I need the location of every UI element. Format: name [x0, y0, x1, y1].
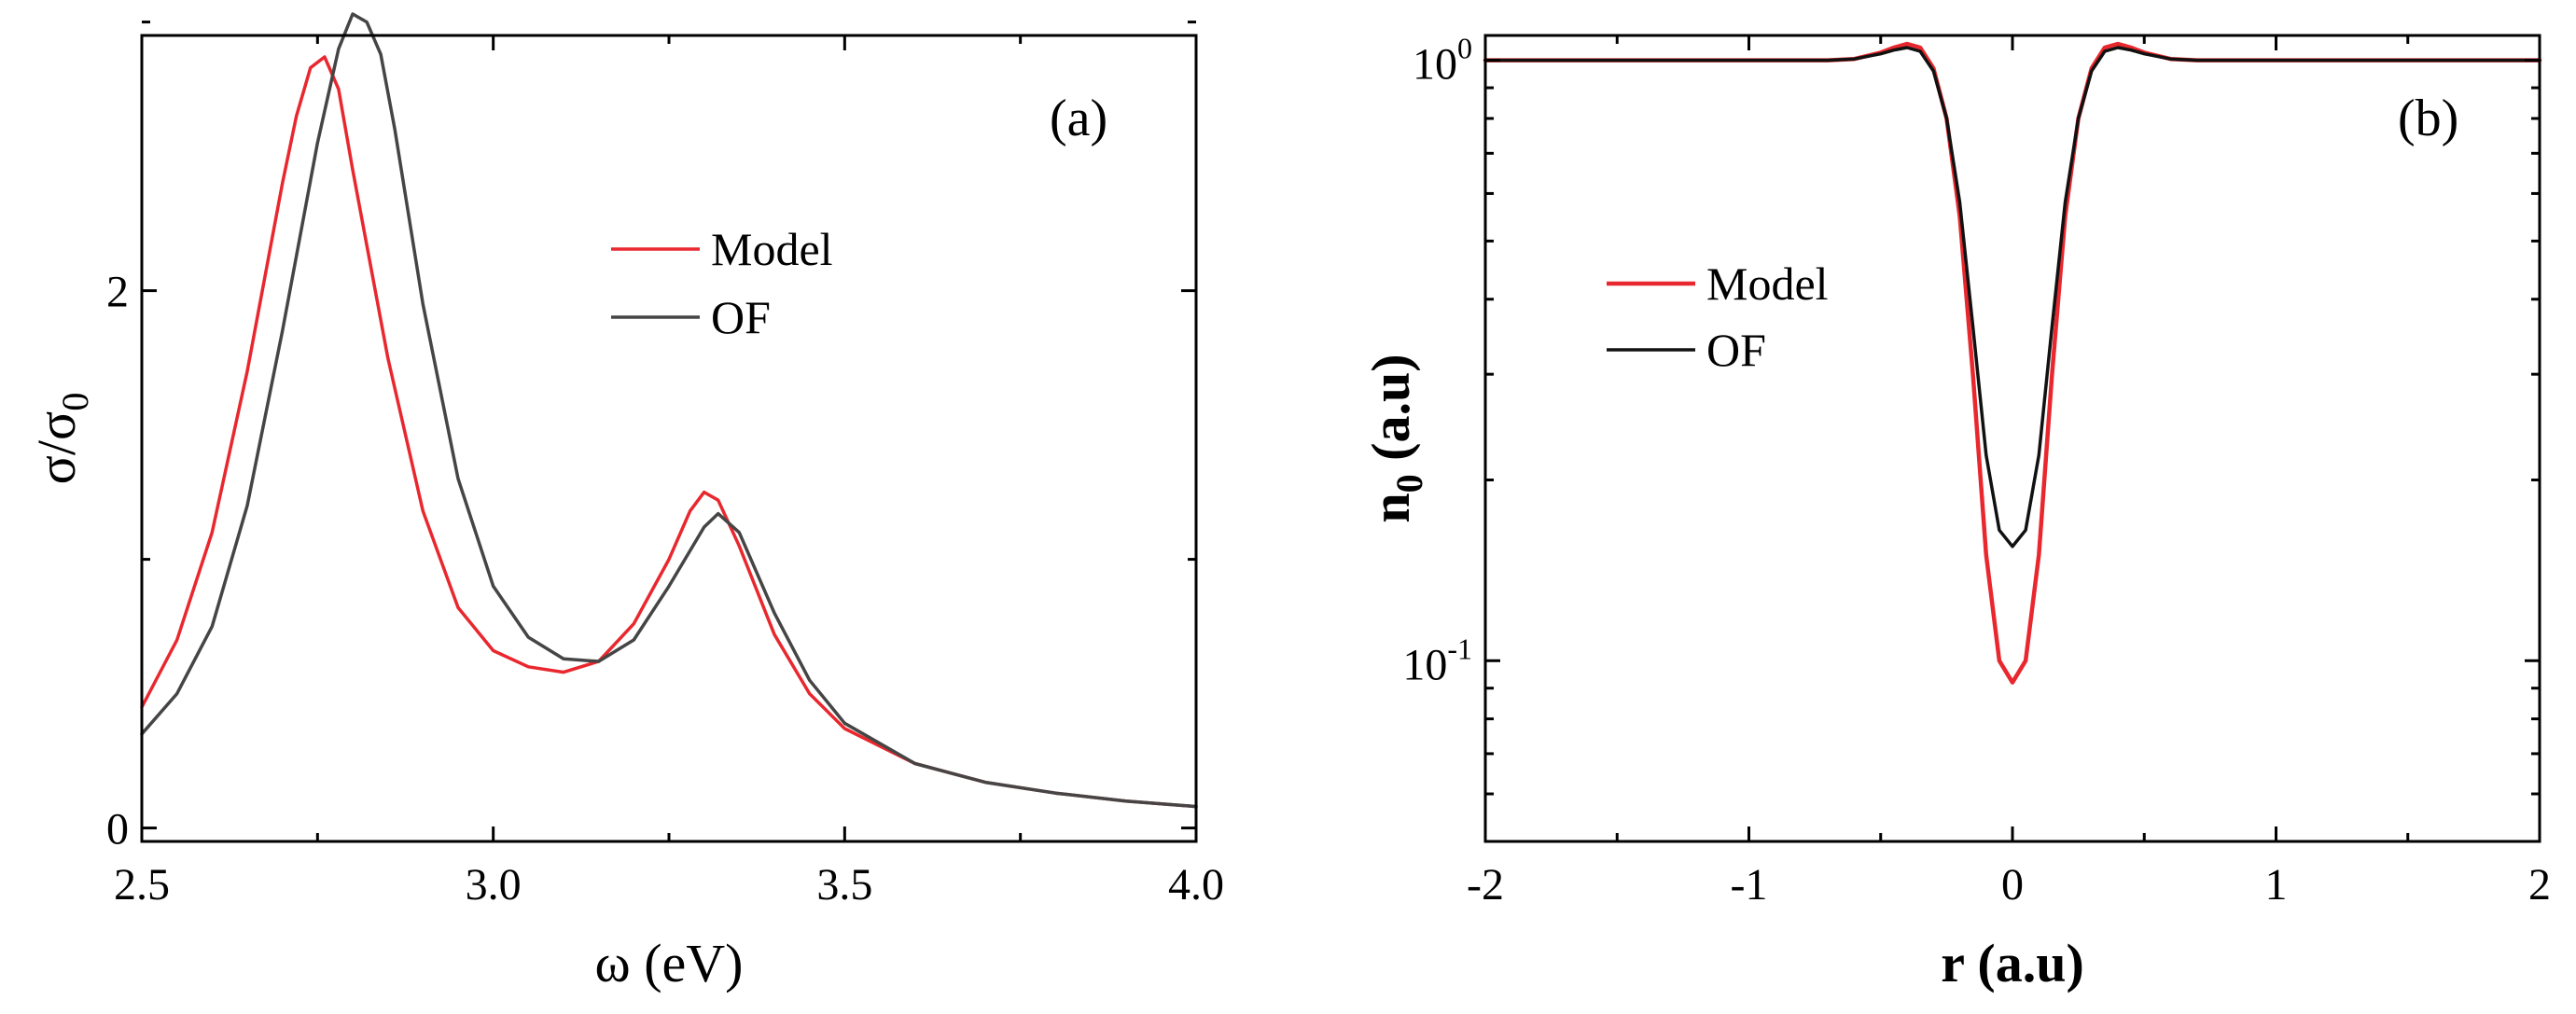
panel-a-ticks: 2.5 3.0 3.5 4.0 0 2	[106, 21, 1224, 910]
panel-a-y-tick-label: 2	[106, 268, 129, 317]
panel-a-frame	[140, 34, 1198, 843]
panel-b-y-tick-label: 10-1	[1402, 632, 1472, 689]
panel-b-label: (b)	[2398, 90, 2458, 147]
panel-a-series-model	[140, 55, 1198, 809]
panel-b-x-tick-label: 2	[2528, 860, 2551, 910]
panel-a-legend-label-model: Model	[711, 223, 833, 275]
panel-b-legend: Model OF	[1607, 257, 1829, 376]
panel-b-legend-label-model: Model	[1706, 257, 1829, 310]
panel-b-y-tick-label: 100	[1413, 32, 1472, 90]
panel-b-frame	[1483, 34, 2541, 843]
panel-a-series-of	[140, 12, 1198, 809]
panel-a: 2.5 3.0 3.5 4.002 (a) Model OF ω (eV) σ/σ0	[26, 12, 1224, 993]
panel-b-series-group	[1483, 41, 2542, 685]
panel-a-x-tick-label: 3.5	[816, 860, 872, 910]
panel-b-x-tick-label: -1	[1731, 860, 1768, 910]
panel-a-y-tick-label: 0	[106, 805, 129, 854]
panel-b-y-tick-label-exp: 0	[1457, 32, 1472, 65]
panel-b-x-axis-title: r (a.u)	[1941, 933, 2084, 993]
panel-a-legend: Model OF	[611, 223, 833, 343]
panel-a-y-axis-title: σ/σ0	[26, 393, 96, 485]
panel-b-series-model	[1483, 41, 2542, 685]
panel-a-x-axis-title: ω (eV)	[595, 933, 744, 993]
panel-a-x-tick-label: 4.0	[1168, 860, 1224, 910]
panel-b-x-tick-label: 0	[2001, 860, 2024, 910]
panel-b-legend-label-of: OF	[1706, 324, 1766, 376]
panel-a-series-group	[140, 12, 1198, 809]
panel-a-label: (a)	[1050, 90, 1107, 147]
panel-a-legend-label-of: OF	[711, 291, 771, 343]
panel-b-y-axis-title-tail: (a.u)	[1360, 354, 1421, 474]
panel-b-y-tick-label-base: 10	[1413, 40, 1457, 90]
panel-b-y-axis-title: n0 (a.u)	[1360, 354, 1430, 522]
panel-b-x-tick-label: 1	[2265, 860, 2288, 910]
panel-b-x-tick-label: -2	[1467, 860, 1504, 910]
panel-b-y-axis-title-sub: 0	[1388, 474, 1430, 493]
panel-b-y-tick-label-exp: -1	[1447, 632, 1472, 665]
panel-a-y-axis-title-main: σ/σ	[26, 411, 87, 485]
panel-a-y-axis-title-sub: 0	[54, 393, 96, 411]
panel-a-x-tick-label: 2.5	[114, 860, 170, 910]
panel-b-y-axis-title-main: n	[1360, 493, 1421, 522]
panel-a-x-tick-label: 3.0	[466, 860, 522, 910]
panel-b-series-of	[1483, 46, 2541, 549]
panel-b-y-tick-label-base: 10	[1402, 640, 1447, 689]
